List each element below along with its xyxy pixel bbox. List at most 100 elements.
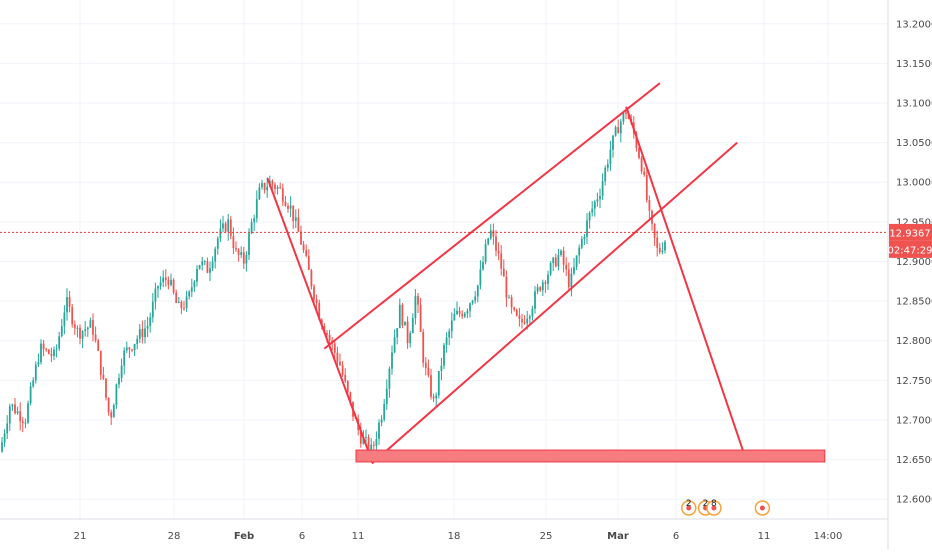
candle-body (513, 307, 516, 310)
y-axis-ticks[interactable]: 13.2000 13.1500 13.1000 13.0500 13.0000 12.95… (896, 19, 932, 505)
candle-body (432, 396, 435, 399)
downtrend-line-1[interactable] (266, 177, 371, 456)
candle-body (84, 329, 87, 332)
candle-body (479, 269, 482, 286)
support-zone[interactable] (355, 449, 826, 463)
candle-body (339, 361, 341, 366)
y-tick-label: 13.1500 (896, 59, 932, 70)
channel-lower-line[interactable] (371, 141, 738, 465)
candle-body (443, 344, 445, 366)
candle-body (224, 223, 227, 232)
candle-body (380, 419, 383, 423)
y-tick-label: 12.7500 (896, 376, 932, 387)
candle-body (497, 250, 500, 254)
candle-body (445, 337, 448, 345)
candle-body (456, 310, 458, 315)
candle-body (237, 249, 240, 255)
x-tick-label: 6 (299, 531, 305, 542)
candle-body (115, 384, 118, 406)
candle-body (638, 147, 640, 158)
candle-body (656, 237, 659, 248)
candle-body (565, 264, 568, 270)
candle-body (310, 269, 313, 287)
candle-body (401, 304, 404, 326)
candle-body (625, 112, 627, 114)
candle-body (68, 297, 71, 308)
x-tick-label: Feb (234, 531, 254, 542)
candle-body (32, 380, 35, 387)
candle-body (359, 430, 362, 444)
countdown-badge (889, 240, 932, 258)
candle-body (471, 300, 474, 304)
candle-body (24, 422, 27, 424)
candle-body (523, 322, 526, 324)
candle-body (222, 223, 224, 229)
event-label: 2 (703, 499, 709, 509)
candle-body (578, 247, 581, 256)
downtrend-line-2[interactable] (625, 106, 744, 451)
candle-body (27, 403, 29, 423)
candle-body (427, 367, 430, 376)
candle-body (419, 304, 422, 332)
candle-body (276, 187, 279, 189)
candle-body (601, 181, 604, 196)
candle-body (388, 368, 391, 389)
event-label: 2 (686, 499, 692, 509)
candle-body (29, 386, 32, 404)
candle-body (235, 248, 237, 250)
candle-body (289, 205, 292, 209)
current-price-badge (889, 223, 932, 241)
candle-body (177, 301, 180, 303)
candle-body (336, 352, 339, 362)
candle-body (599, 195, 601, 200)
candle-body (570, 273, 573, 288)
drawings[interactable] (266, 82, 826, 465)
candle-body (492, 230, 495, 237)
event-marker-dot (759, 505, 765, 511)
candle-body (19, 411, 22, 422)
candle-body (518, 315, 521, 319)
candle-body (149, 317, 152, 326)
candle-body (495, 236, 497, 251)
candle-body (318, 303, 321, 320)
candle-body (159, 282, 162, 287)
candle-body (346, 381, 349, 393)
candle-body (552, 257, 555, 264)
candle-body (3, 433, 6, 443)
channel-upper-line[interactable] (323, 82, 661, 350)
candle-body (183, 307, 185, 309)
candle-body (393, 337, 396, 353)
candle-body (372, 444, 375, 446)
candle-body (188, 291, 191, 297)
y-tick-label: 12.8500 (896, 297, 932, 308)
candle-body (554, 257, 557, 267)
candle-body (258, 187, 261, 200)
candle-body (313, 286, 315, 300)
candle-body (383, 403, 386, 420)
candle-body (510, 297, 513, 308)
candle-body (645, 175, 648, 201)
candle-body (583, 236, 586, 239)
x-axis-ticks[interactable]: 21 28 Feb 6 11 18 25 Mar 6 11 14:00 (74, 531, 843, 542)
candle-body (562, 250, 565, 265)
candle-body (661, 250, 664, 253)
y-tick-label: 13.2000 (896, 19, 932, 30)
candle-body (591, 208, 594, 213)
candle-body (541, 282, 544, 291)
y-tick-label: 12.6500 (896, 455, 932, 466)
candle-body (658, 247, 661, 253)
candle-body (89, 320, 92, 328)
candle-body (157, 286, 159, 289)
y-tick-label: 12.9000 (896, 257, 932, 268)
candle-body (573, 266, 575, 274)
candle-body (164, 277, 167, 280)
candle-body (612, 135, 614, 150)
candle-body (476, 285, 479, 297)
candle-body (110, 412, 113, 418)
x-tick-label: 11 (352, 531, 365, 542)
candle-body (302, 244, 305, 251)
candle-body (232, 236, 235, 249)
